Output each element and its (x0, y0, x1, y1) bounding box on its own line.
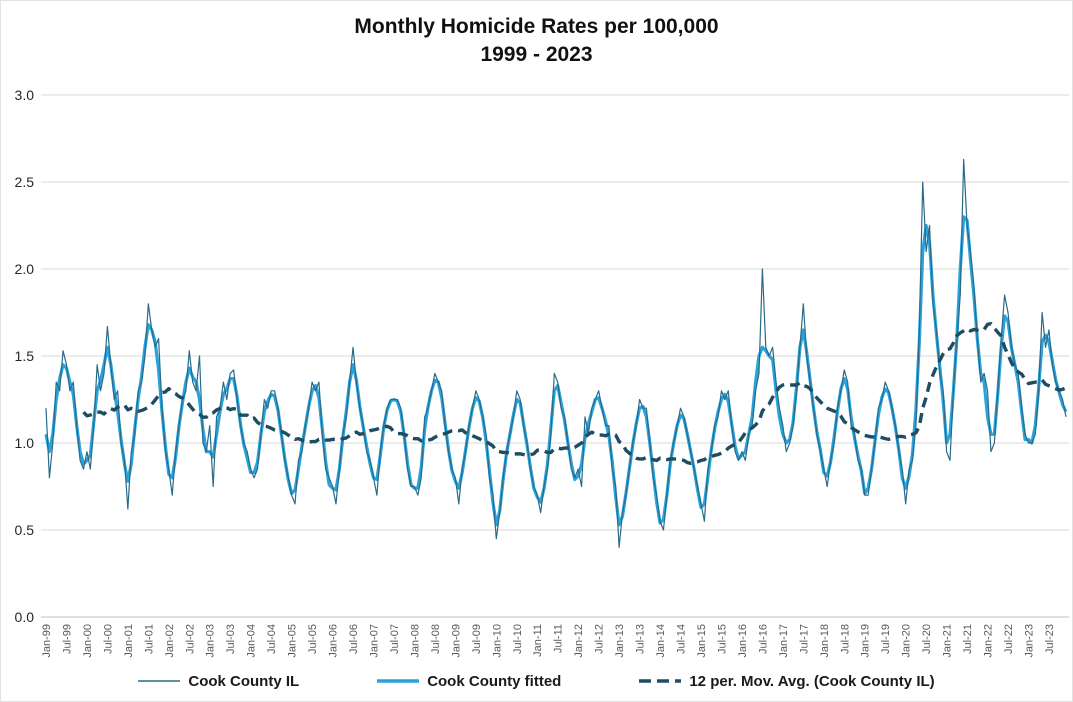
x-tick-label: Jan-19 (860, 624, 872, 658)
x-tick-label: Jul-18 (839, 624, 851, 654)
x-tick-label: Jul-15 (716, 624, 728, 654)
x-tick-label: Jul-99 (61, 624, 73, 654)
legend-label-cook-county-il: Cook County IL (188, 672, 300, 690)
x-tick-label: Jul-02 (184, 624, 196, 654)
x-tick-label: Jul-17 (798, 624, 810, 654)
x-tick-label: Jan-17 (778, 624, 790, 658)
x-tick-label: Jul-20 (921, 624, 933, 654)
y-tick-label: 2.5 (15, 174, 35, 190)
chart-legend: Cook County IL Cook County fitted 12 per… (1, 663, 1072, 699)
chart-title-line1: Monthly Homicide Rates per 100,000 (354, 15, 719, 38)
x-tick-label: Jul-13 (635, 624, 647, 654)
x-tick-label: Jan-23 (1023, 624, 1035, 658)
x-tick-label: Jul-19 (880, 624, 892, 654)
x-tick-label: Jul-12 (594, 624, 606, 654)
x-tick-label: Jan-02 (164, 624, 176, 658)
x-tick-label: Jul-08 (430, 624, 442, 654)
x-tick-label: Jul-04 (266, 624, 278, 654)
x-tick-label: Jan-22 (983, 624, 995, 658)
series-cook-county-fitted-line (44, 215, 1068, 527)
x-tick-label: Jul-03 (225, 624, 237, 654)
x-tick-label: Jan-13 (614, 624, 626, 658)
y-tick-label: 1.5 (15, 348, 35, 364)
legend-label-cook-county-fitted: Cook County fitted (427, 672, 562, 690)
series-moving-avg-line (82, 321, 1067, 465)
x-tick-label: Jul-06 (348, 624, 360, 654)
dashed-line-marker-icon (639, 677, 682, 685)
y-tick-label: 1.0 (15, 435, 35, 451)
x-tick-label: Jan-09 (450, 624, 462, 658)
series-cook-county-il-line (45, 158, 1067, 548)
x-tick-label: Jul-09 (471, 624, 483, 654)
thick-line-marker-icon (377, 677, 420, 685)
y-tick-label: 3.0 (15, 87, 35, 103)
legend-item-cook-county-il: Cook County IL (138, 673, 299, 690)
x-tick-label: Jul-14 (676, 624, 688, 654)
x-tick-label: Jan-07 (368, 624, 380, 658)
x-tick-label: Jan-03 (205, 624, 217, 658)
legend-item-moving-avg: 12 per. Mov. Avg. (Cook County IL) (639, 672, 935, 690)
x-tick-label: Jan-08 (409, 624, 421, 658)
x-tick-label: Jul-07 (389, 624, 401, 654)
x-tick-label: Jan-11 (532, 624, 544, 657)
x-tick-label: Jan-01 (123, 624, 135, 658)
x-tick-label: Jul-11 (553, 624, 565, 653)
x-tick-label: Jan-00 (82, 624, 94, 658)
x-tick-label: Jan-12 (573, 624, 585, 658)
y-tick-label: 0.5 (15, 522, 35, 538)
chart-title: Monthly Homicide Rates per 100,000 1999 … (1, 13, 1072, 70)
legend-label-moving-avg: 12 per. Mov. Avg. (Cook County IL) (689, 672, 935, 690)
y-tick-label: 0.0 (15, 609, 35, 625)
x-tick-label: Jan-05 (287, 624, 299, 658)
x-tick-label: Jul-00 (102, 624, 114, 654)
x-tick-label: Jul-10 (512, 624, 524, 654)
x-tick-label: Jan-04 (246, 624, 258, 658)
x-tick-label: Jan-10 (491, 624, 503, 658)
x-tick-label: Jul-21 (962, 624, 974, 654)
x-tick-label: Jan-06 (328, 624, 340, 658)
x-tick-label: Jan-14 (655, 624, 667, 658)
x-tick-label: Jan-99 (41, 624, 53, 658)
y-tick-label: 2.0 (15, 261, 35, 277)
x-tick-label: Jan-21 (942, 624, 954, 658)
x-tick-label: Jul-23 (1044, 624, 1056, 654)
x-tick-label: Jul-22 (1003, 624, 1015, 654)
x-tick-label: Jul-05 (307, 624, 319, 654)
legend-item-cook-county-fitted: Cook County fitted (377, 673, 561, 690)
x-tick-label: Jan-18 (819, 624, 831, 658)
x-tick-label: Jan-15 (696, 624, 708, 658)
x-tick-label: Jan-20 (901, 624, 913, 658)
thin-line-marker-icon (138, 677, 181, 685)
x-tick-label: Jul-01 (143, 624, 155, 654)
chart-title-line2: 1999 - 2023 (480, 43, 593, 67)
x-tick-label: Jul-16 (757, 624, 769, 654)
x-tick-label: Jan-16 (737, 624, 749, 658)
